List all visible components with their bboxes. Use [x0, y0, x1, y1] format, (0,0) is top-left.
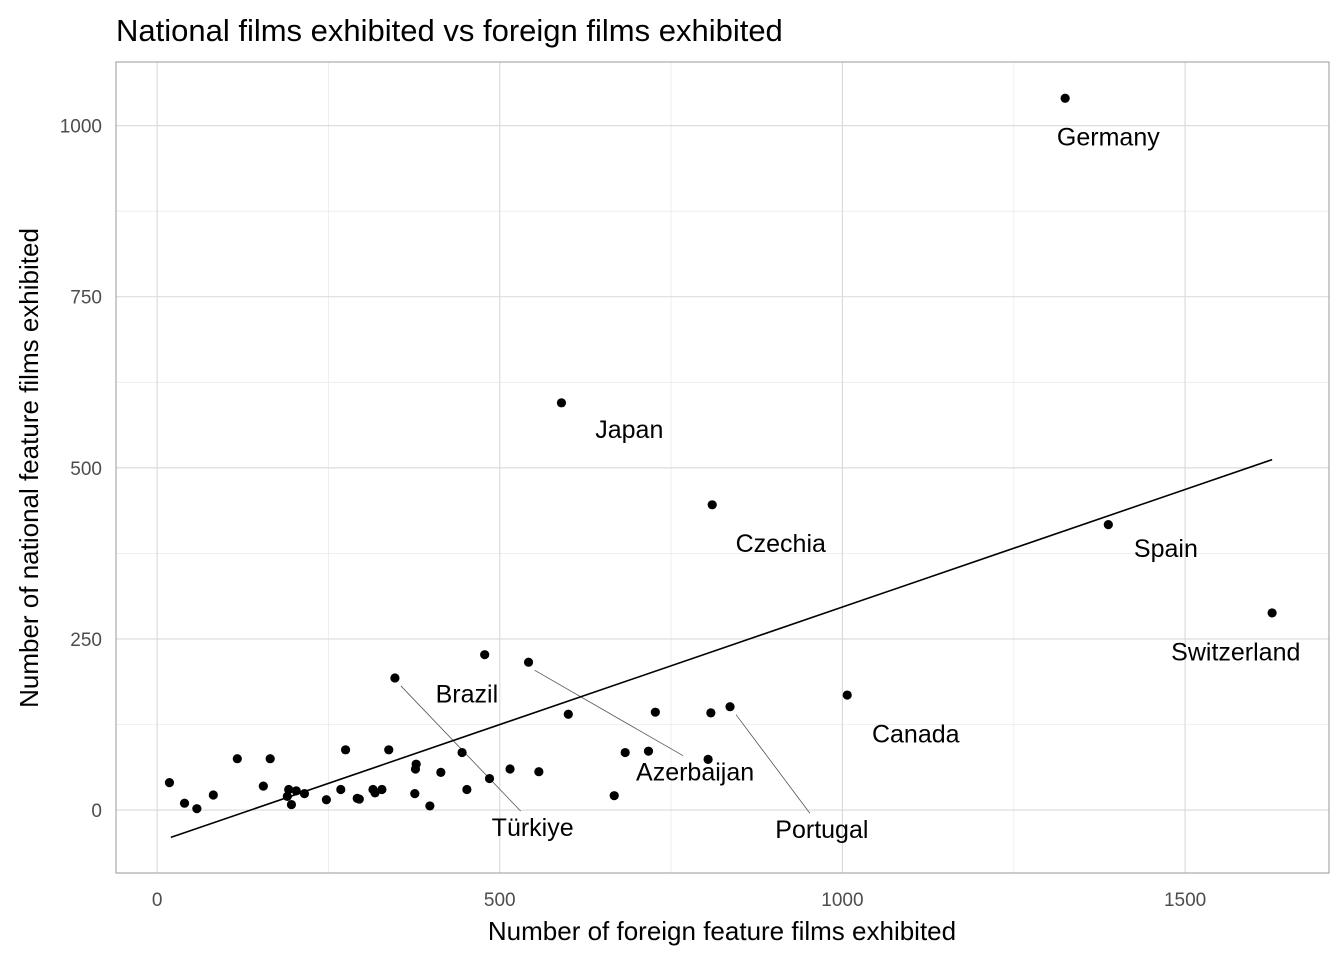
point-label: Canada: [872, 720, 960, 748]
scatter-point: [286, 799, 297, 810]
x-tick-label: 0: [152, 890, 163, 911]
y-axis-title: Number of national feature films exhibit…: [14, 228, 44, 708]
scatter-point: [436, 767, 446, 777]
scatter-point: [411, 759, 421, 769]
point-label: Türkiye: [492, 814, 574, 842]
chart-title: National films exhibited vs foreign film…: [116, 13, 783, 48]
point-label: Brazil: [436, 681, 499, 709]
scatter-point: [484, 773, 495, 784]
scatter-point: [620, 747, 630, 758]
scatter-point: [425, 801, 435, 811]
scatter-point: [523, 657, 534, 667]
scatter-point: [725, 702, 735, 712]
label-leader-line: [735, 714, 811, 814]
data-points: [164, 93, 1277, 814]
label-leader-line: [534, 669, 684, 757]
scatter-point: [556, 398, 567, 408]
axis-ticks: 0 500 1000 1500 0 250 500 750 1000: [60, 117, 1207, 911]
scatter-point: [284, 784, 294, 795]
x-tick-label: 500: [484, 890, 516, 911]
trend-line-group: [170, 458, 1273, 839]
scatter-point: [340, 745, 351, 755]
point-label: Germany: [1057, 124, 1160, 152]
x-tick-label: 1500: [1164, 890, 1206, 911]
scatter-point: [609, 791, 619, 801]
scatter-point: [258, 781, 268, 791]
scatter-point: [208, 790, 218, 800]
scatter-point: [370, 788, 380, 798]
scatter-point: [505, 764, 515, 774]
y-tick-label: 0: [91, 801, 102, 822]
scatter-point: [377, 784, 387, 795]
scatter-point: [265, 754, 275, 764]
scatter-point: [703, 754, 713, 764]
x-tick-label: 1000: [821, 890, 863, 911]
point-label: Portugal: [775, 816, 868, 844]
grid: [116, 62, 1329, 873]
point-label: Switzerland: [1171, 638, 1300, 666]
trend-line: [170, 458, 1273, 839]
y-tick-label: 250: [70, 630, 102, 651]
scatter-point: [321, 795, 331, 805]
scatter-point: [462, 784, 472, 795]
plot-panel-border: [115, 61, 1330, 874]
y-tick-label: 750: [70, 288, 102, 309]
scatter-point: [534, 767, 544, 777]
scatter-point: [192, 804, 202, 814]
scatter-point: [179, 798, 190, 808]
scatter-point: [299, 789, 310, 799]
y-tick-label: 1000: [60, 117, 102, 138]
scatter-point: [410, 789, 420, 799]
scatter-point: [842, 690, 852, 700]
scatter-point: [1060, 93, 1070, 103]
x-axis-title: Number of foreign feature films exhibite…: [488, 916, 956, 946]
y-tick-label: 500: [70, 459, 102, 480]
point-label: Japan: [595, 416, 663, 444]
scatter-point: [563, 709, 573, 719]
scatter-point: [164, 778, 175, 788]
scatter-point: [384, 745, 394, 755]
scatter-point: [232, 754, 242, 764]
point-labels: Germany Japan Czechia Spain Switzerland Brazi…: [436, 124, 1301, 845]
point-label: Spain: [1134, 535, 1198, 563]
scatter-point: [480, 650, 490, 660]
scatter-point: [706, 708, 716, 718]
scatter-point: [650, 707, 660, 717]
scatter-point: [707, 500, 717, 510]
point-label: Czechia: [736, 530, 826, 558]
scatter-point: [1267, 608, 1277, 618]
scatter-point: [457, 747, 467, 758]
point-label: Azerbaijan: [636, 759, 754, 787]
scatter-point: [336, 784, 346, 795]
scatter-point: [291, 786, 301, 796]
scatter-point: [282, 791, 292, 801]
scatter-point: [1103, 520, 1113, 530]
scatter-point: [390, 673, 400, 683]
scatter-point: [643, 746, 654, 756]
scatter-point: [354, 794, 364, 804]
